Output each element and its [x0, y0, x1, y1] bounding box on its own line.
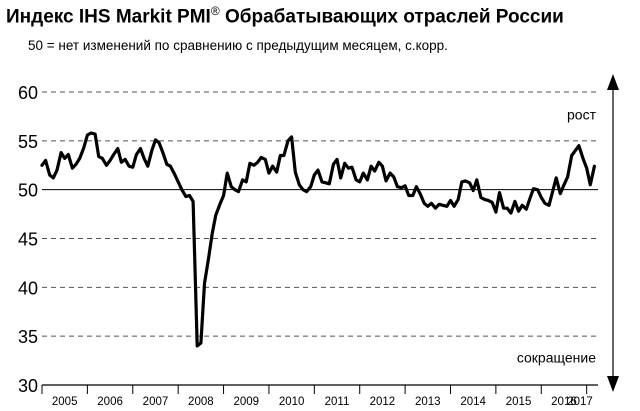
x-tick-label-2015: 2015	[506, 396, 532, 408]
x-axis: 2005 2006 2007 2008 2009 2010 2011 2012 2013 2014…	[41, 384, 598, 408]
direction-arrow	[607, 74, 619, 392]
y-tick-label-30: 30	[18, 376, 38, 396]
annotation-contraction: сокращение	[517, 350, 596, 366]
y-tick-label-60: 60	[18, 83, 38, 103]
x-tick-label-2012: 2012	[370, 396, 396, 408]
x-tick-label-2013: 2013	[415, 396, 441, 408]
x-tick-label-2017: 2017	[567, 396, 593, 408]
chart-title: Индекс IHS Markit PMI® Обрабатывающих от…	[6, 4, 564, 28]
x-tick-label-2011: 2011	[325, 396, 350, 408]
x-tick-label-2010: 2010	[279, 396, 305, 408]
x-tick-label-2016: 2016	[551, 396, 577, 408]
x-tick-label-2007: 2007	[143, 396, 169, 408]
x-tick-label-2005: 2005	[52, 396, 78, 408]
x-tick-label-2006: 2006	[97, 396, 123, 408]
y-tick-label-40: 40	[18, 278, 38, 298]
x-tick-label-2009: 2009	[233, 396, 259, 408]
y-tick-label-35: 35	[18, 327, 38, 347]
y-tick-label-50: 50	[18, 181, 38, 201]
y-tick-label-55: 55	[18, 132, 38, 152]
y-tick-label-45: 45	[18, 230, 38, 250]
x-tick-label-2008: 2008	[188, 396, 214, 408]
y-axis: 30 35 40 45 50 55 60	[18, 83, 38, 396]
annotation-growth: рост	[567, 106, 597, 122]
grid-lines	[42, 91, 598, 337]
chart-subtitle: 50 = нет изменений по сравнению с предыд…	[28, 38, 448, 53]
x-tick-label-2014: 2014	[460, 396, 486, 408]
series-line-pmi	[40, 131, 596, 348]
